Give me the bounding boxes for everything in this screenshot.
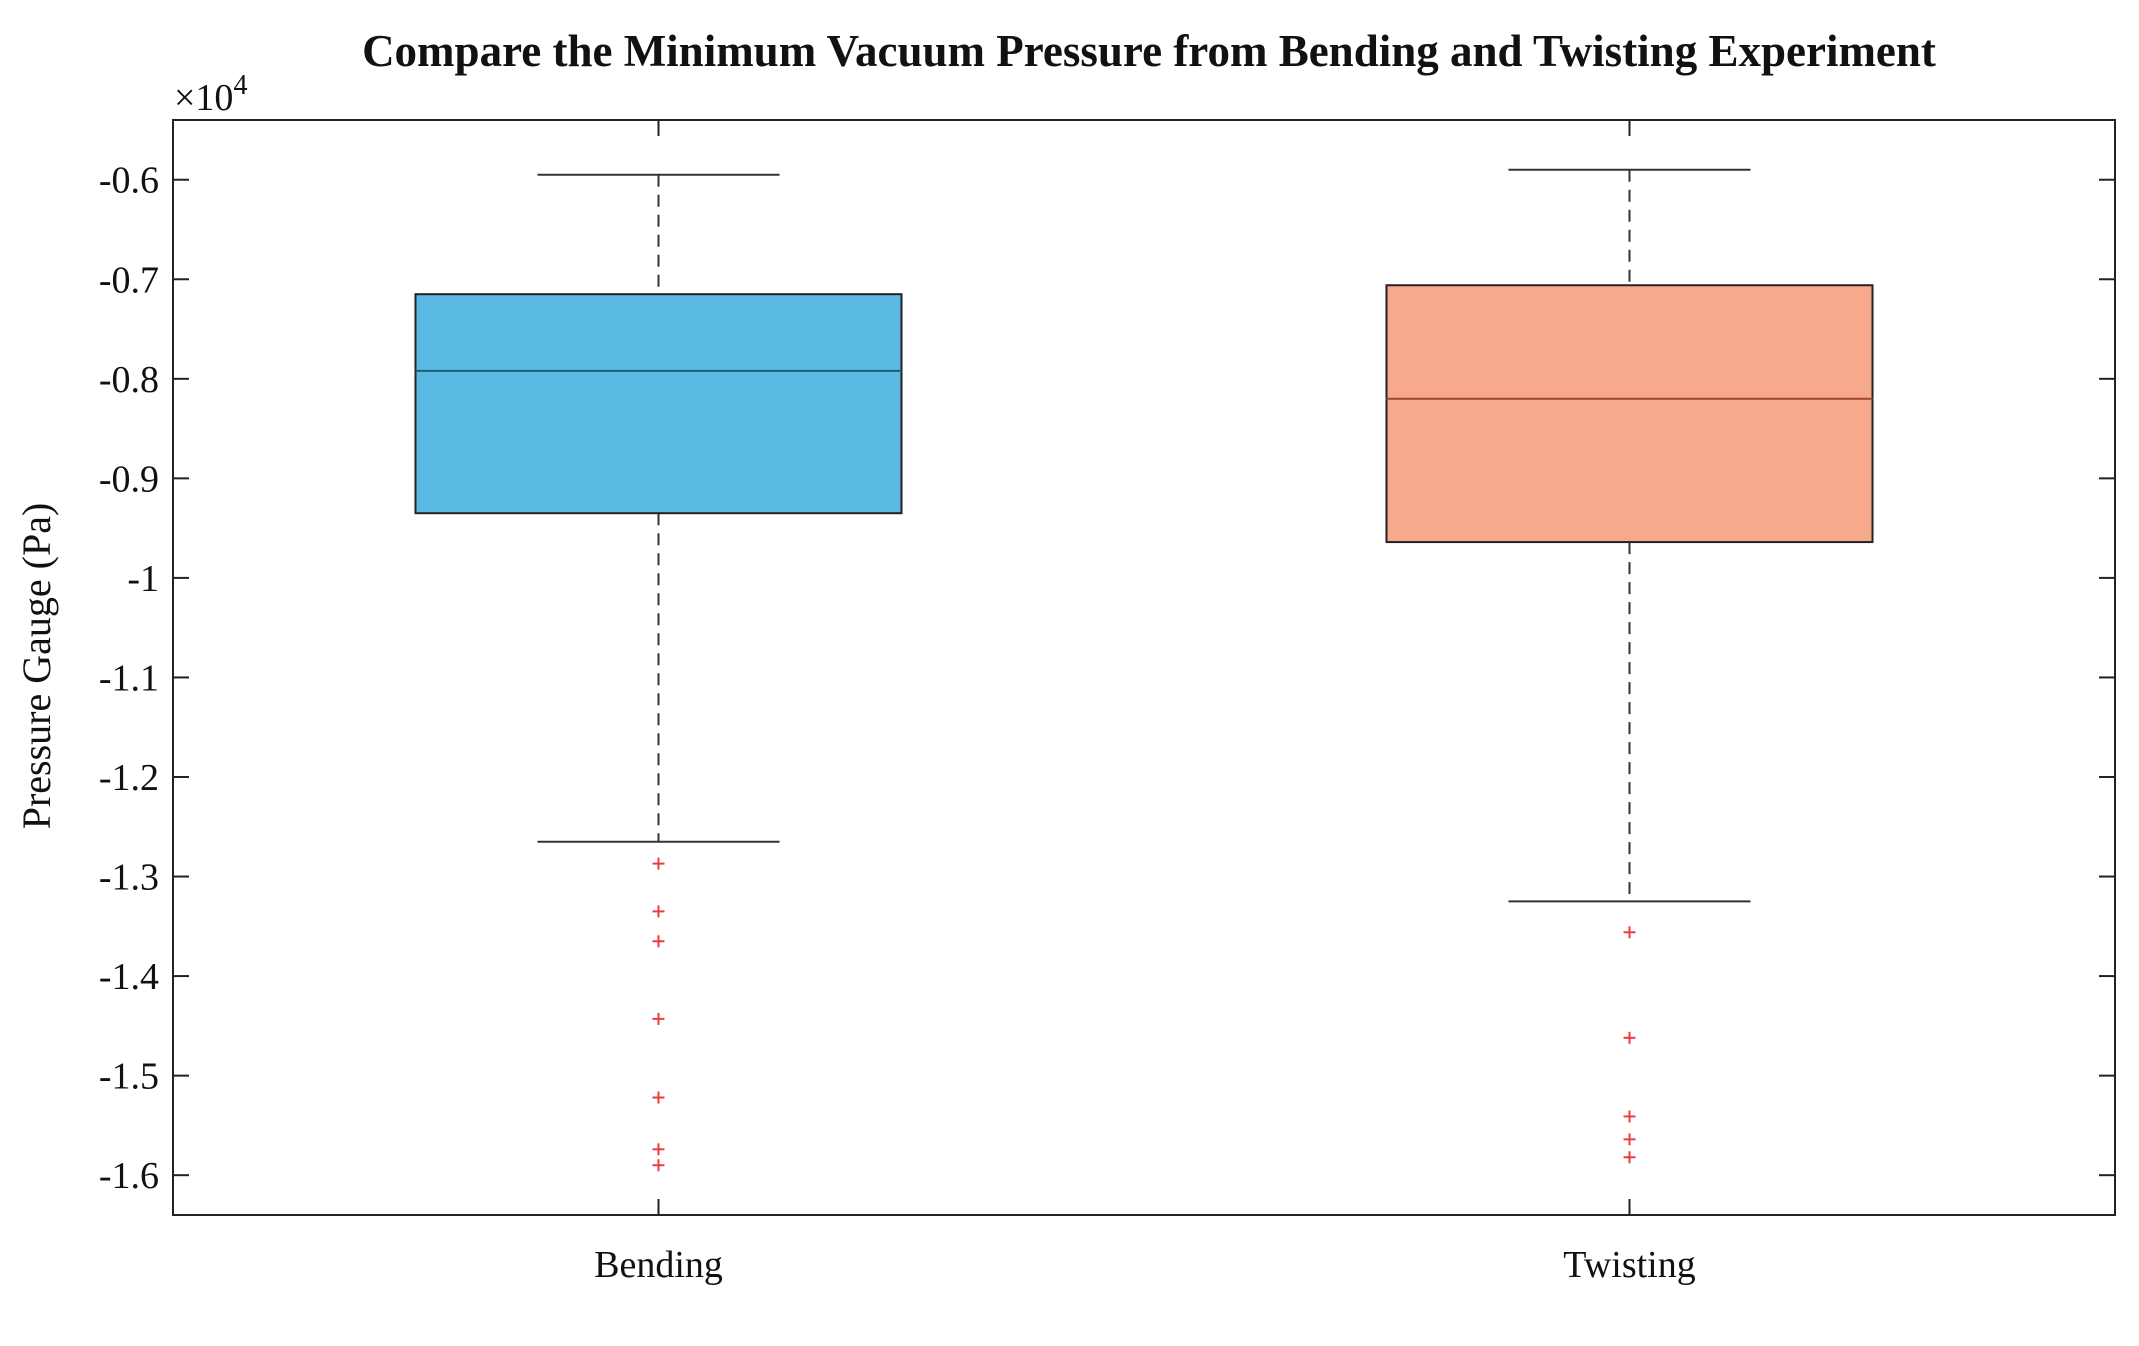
y-tick-label: -1.1	[99, 657, 159, 699]
y-tick-label: -0.8	[99, 359, 159, 401]
y-tick-label: -1.5	[99, 1056, 159, 1098]
outlier-marker	[652, 1012, 665, 1025]
outlier-marker	[1623, 1031, 1636, 1044]
y-tick-label: -1.2	[99, 757, 159, 799]
iqr-box	[1385, 284, 1874, 544]
iqr-box	[414, 293, 903, 515]
outlier-marker	[652, 935, 665, 948]
outlier-marker	[1623, 926, 1636, 939]
y-tick-label: -1	[127, 558, 159, 600]
y-tick-label: -0.6	[99, 160, 159, 202]
y-multiplier-base: ×10	[174, 77, 233, 119]
y-axis-ticks: -0.6 -0.7 -0.8 -0.9 -1 -1.1 -1.2 -1.3 -1.4 -1.5 -1…	[99, 160, 2115, 1197]
y-tick-label: -1.6	[99, 1155, 159, 1197]
outlier-marker	[652, 1091, 665, 1104]
outlier-marker	[652, 1159, 665, 1172]
box-bending	[414, 173, 903, 1172]
x-tick-label: Bending	[594, 1244, 723, 1286]
outlier-marker	[652, 1143, 665, 1156]
outlier-marker	[1623, 1110, 1636, 1123]
box-twisting	[1385, 168, 1874, 1164]
y-axis-label: Pressure Gauge (Pa)	[14, 503, 59, 830]
x-tick-label: Twisting	[1563, 1244, 1695, 1286]
y-tick-label: -1.4	[99, 956, 159, 998]
plot-area-frame	[172, 119, 2116, 1216]
y-multiplier: ×104	[174, 70, 247, 119]
outlier-marker	[1623, 1151, 1636, 1164]
outlier-marker	[1623, 1133, 1636, 1146]
y-tick-label: -0.9	[99, 458, 159, 500]
outlier-marker	[652, 905, 665, 918]
chart-title: Compare the Minimum Vacuum Pressure from…	[362, 26, 1936, 76]
y-tick-label: -0.7	[99, 259, 159, 301]
y-multiplier-exponent: 4	[233, 70, 247, 101]
outlier-marker	[652, 857, 665, 870]
x-axis-ticks: Bending Twisting	[594, 120, 1696, 1286]
box-series	[414, 168, 1874, 1172]
y-tick-label: -1.3	[99, 857, 159, 899]
